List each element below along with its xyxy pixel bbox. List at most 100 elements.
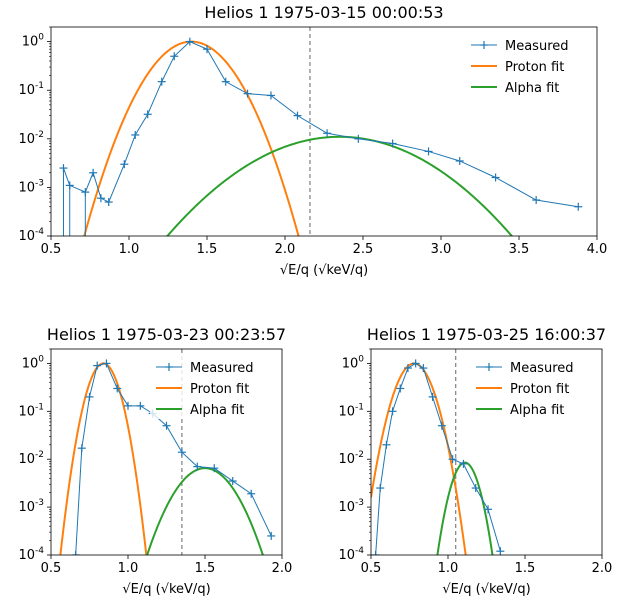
y-tick-label: 10-2 <box>18 130 44 147</box>
y-tick-label: 10-3 <box>338 498 364 515</box>
measured-line <box>75 362 272 555</box>
measured-point <box>388 407 397 416</box>
legend: Measured Proton fit Alpha fit <box>465 31 591 97</box>
measured-point <box>247 489 256 498</box>
measured-point <box>85 392 94 401</box>
y-tick-label: 10-1 <box>18 81 44 98</box>
plot-area <box>371 349 505 555</box>
chart-panel-2: Helios 1 1975-03-23 00:23:57 0.5 1.0 1.5 2.0… <box>18 325 292 597</box>
axes-frame <box>50 26 598 237</box>
y-tick-exponent: -4 <box>35 227 44 237</box>
measured-point <box>459 459 468 468</box>
x-tick-label: 3.0 <box>431 242 452 257</box>
proton-fit-line <box>83 40 300 236</box>
measured-point <box>484 505 493 514</box>
y-tick-exponent: -4 <box>355 546 364 556</box>
y-tick-exponent: -1 <box>355 402 364 412</box>
measured-point <box>193 462 202 471</box>
y-tick-exponent: 0 <box>358 354 364 364</box>
y-tick-exponent: 0 <box>38 354 44 364</box>
alpha-fit-line <box>146 467 264 555</box>
chart-panel-1: Helios 1 1975-03-15 00:00:53 0.5 1.0 1.5 2.0… <box>18 3 607 278</box>
measured-point <box>354 134 363 143</box>
measured-point <box>266 91 275 100</box>
x-tick-label: 1.5 <box>515 561 536 576</box>
measured-point <box>203 45 211 54</box>
measured-point <box>228 477 237 486</box>
x-axis-label-text: √E/q (√keV/q) <box>280 263 368 278</box>
measured-point <box>59 164 68 236</box>
measured-point <box>93 361 102 370</box>
y-tick-exponent: 0 <box>38 33 44 43</box>
alpha-fit-line <box>166 135 514 236</box>
measured-point <box>437 421 446 430</box>
plot-area <box>59 349 276 555</box>
x-tick-label: 3.5 <box>509 242 530 257</box>
y-tick-label: 10-3 <box>18 498 44 515</box>
legend-proton-fit: Proton fit <box>471 60 564 75</box>
legend-label: Proton fit <box>190 382 249 397</box>
measured-point <box>221 77 230 86</box>
y-tick-label: 100 <box>22 354 45 371</box>
y-tick-exponent: -3 <box>355 498 364 508</box>
measured-point <box>104 198 113 207</box>
chart-title: Helios 1 1975-03-15 00:00:53 <box>204 3 443 22</box>
x-tick-label: 4.0 <box>587 242 608 257</box>
measured-point <box>124 401 132 410</box>
measured-point <box>102 359 111 368</box>
legend-label: Measured <box>190 361 254 376</box>
measured-point <box>323 129 332 138</box>
x-tick-label: 1.0 <box>438 561 459 576</box>
measured-point <box>574 202 583 211</box>
measured-point <box>496 547 505 555</box>
measured-point <box>419 364 428 373</box>
measured-point <box>77 444 86 453</box>
proton-fit-line <box>371 362 467 555</box>
y-tick-label: 10-3 <box>18 178 44 195</box>
y-tick-exponent: -3 <box>35 498 44 508</box>
legend-measured: Measured <box>156 361 254 376</box>
chart-title: Helios 1 1975-03-23 00:23:57 <box>47 325 286 344</box>
plot-area <box>59 27 583 236</box>
measured-point <box>143 110 152 119</box>
legend-label: Alpha fit <box>505 81 559 96</box>
legend-label: Alpha fit <box>510 403 564 418</box>
measured-point <box>491 173 500 182</box>
legend-proton-fit: Proton fit <box>156 382 249 397</box>
y-tick-label: 100 <box>22 33 45 50</box>
legend-label: Alpha fit <box>190 403 244 418</box>
measured-point <box>113 384 122 393</box>
x-axis-label: √E/q (√keV/q) <box>280 263 368 278</box>
legend-label: Proton fit <box>510 382 569 397</box>
y-tick-exponent: -2 <box>35 130 44 140</box>
measured-point <box>243 89 252 98</box>
measured-point <box>157 77 166 86</box>
measured-point <box>89 168 98 177</box>
axes-frame <box>370 348 603 556</box>
y-tick-exponent: -1 <box>35 81 44 91</box>
x-tick-label: 1.0 <box>118 561 139 576</box>
measured-point <box>120 160 129 169</box>
measured-point <box>71 551 80 555</box>
legend: Measured Proton fit Alpha fit <box>470 353 596 419</box>
measured-point <box>170 52 179 61</box>
measured-point <box>411 359 420 368</box>
legend-label: Measured <box>510 361 574 376</box>
x-tick-label: 1.5 <box>195 561 216 576</box>
measured-point <box>532 196 541 205</box>
x-tick-label: 1.0 <box>119 242 140 257</box>
chart-panel-3: Helios 1 1975-03-25 16:00:37 0.5 1.0 1.5 2.0… <box>338 325 612 597</box>
measured-point <box>382 440 391 449</box>
x-axis-label: √E/q (√keV/q) <box>122 582 210 597</box>
measured-point <box>424 147 433 156</box>
measured-point <box>376 484 385 493</box>
x-tick-label: 2.0 <box>275 242 296 257</box>
legend-measured: Measured <box>471 39 569 54</box>
y-tick-exponent: -2 <box>35 450 44 460</box>
x-axis-label-text: √E/q (√keV/q) <box>122 582 210 597</box>
legend: Measured Proton fit Alpha fit <box>150 353 276 419</box>
legend-measured: Measured <box>476 361 574 376</box>
measured-point <box>131 130 140 139</box>
measured-point <box>396 384 405 393</box>
measured-point <box>471 484 480 493</box>
